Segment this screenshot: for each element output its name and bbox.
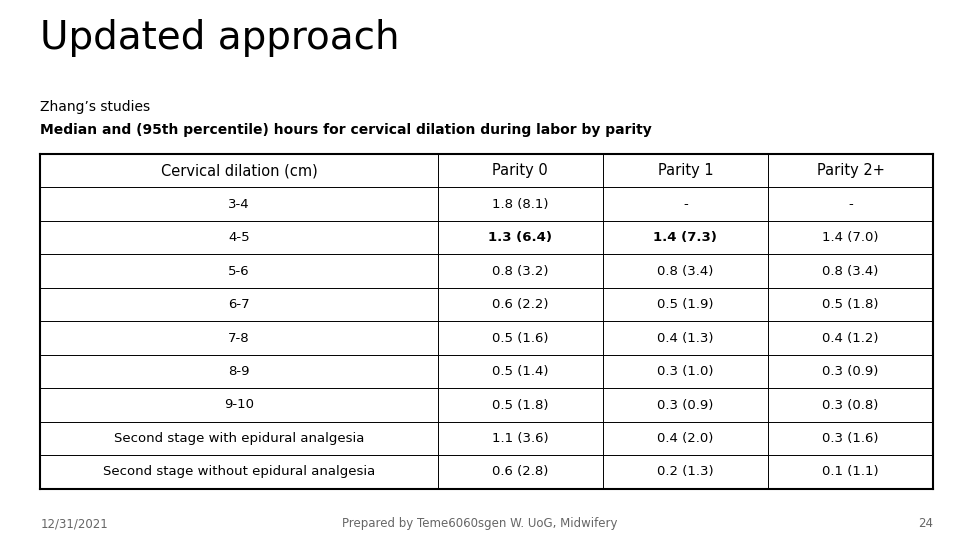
Text: 9-10: 9-10: [224, 399, 254, 411]
Text: 0.4 (1.3): 0.4 (1.3): [657, 332, 713, 345]
Text: Parity 1: Parity 1: [658, 163, 713, 178]
Text: 5-6: 5-6: [228, 265, 250, 278]
Text: 0.4 (2.0): 0.4 (2.0): [658, 432, 713, 445]
Text: 0.3 (0.8): 0.3 (0.8): [823, 399, 878, 411]
Text: 24: 24: [918, 517, 933, 530]
Text: 1.8 (8.1): 1.8 (8.1): [492, 198, 548, 211]
Text: 0.8 (3.4): 0.8 (3.4): [658, 265, 713, 278]
Text: 0.5 (1.6): 0.5 (1.6): [492, 332, 548, 345]
Text: Parity 0: Parity 0: [492, 163, 548, 178]
Text: Second stage with epidural analgesia: Second stage with epidural analgesia: [114, 432, 364, 445]
Text: 8-9: 8-9: [228, 365, 250, 378]
Text: 1.1 (3.6): 1.1 (3.6): [492, 432, 548, 445]
Text: Cervical dilation (cm): Cervical dilation (cm): [160, 163, 318, 178]
Text: 0.5 (1.8): 0.5 (1.8): [492, 399, 548, 411]
Text: -: -: [683, 198, 687, 211]
Text: 0.6 (2.2): 0.6 (2.2): [492, 298, 548, 311]
Text: 7-8: 7-8: [228, 332, 250, 345]
Text: 0.8 (3.4): 0.8 (3.4): [823, 265, 878, 278]
Text: 3-4: 3-4: [228, 198, 250, 211]
Text: 6-7: 6-7: [228, 298, 250, 311]
Text: 0.3 (1.6): 0.3 (1.6): [823, 432, 878, 445]
Text: 0.6 (2.8): 0.6 (2.8): [492, 465, 548, 478]
Text: 0.5 (1.4): 0.5 (1.4): [492, 365, 548, 378]
Text: 4-5: 4-5: [228, 231, 250, 244]
Text: Second stage without epidural analgesia: Second stage without epidural analgesia: [103, 465, 375, 478]
Text: Zhang’s studies: Zhang’s studies: [40, 100, 151, 114]
Text: 12/31/2021: 12/31/2021: [40, 517, 108, 530]
Text: 0.2 (1.3): 0.2 (1.3): [657, 465, 713, 478]
Text: Median and (95th percentile) hours for cervical dilation during labor by parity: Median and (95th percentile) hours for c…: [40, 123, 652, 137]
Text: 0.3 (0.9): 0.3 (0.9): [658, 399, 713, 411]
Text: 1.4 (7.0): 1.4 (7.0): [823, 231, 878, 244]
Text: 1.4 (7.3): 1.4 (7.3): [654, 231, 717, 244]
Text: -: -: [849, 198, 852, 211]
Text: 0.3 (1.0): 0.3 (1.0): [657, 365, 713, 378]
Text: 0.5 (1.8): 0.5 (1.8): [823, 298, 878, 311]
Text: 1.3 (6.4): 1.3 (6.4): [489, 231, 552, 244]
Text: Parity 2+: Parity 2+: [817, 163, 884, 178]
Text: 0.4 (1.2): 0.4 (1.2): [823, 332, 878, 345]
Text: 0.3 (0.9): 0.3 (0.9): [823, 365, 878, 378]
Text: 0.8 (3.2): 0.8 (3.2): [492, 265, 548, 278]
Text: Prepared by Teme6060sgen W. UoG, Midwifery: Prepared by Teme6060sgen W. UoG, Midwife…: [343, 517, 617, 530]
Text: 0.5 (1.9): 0.5 (1.9): [657, 298, 713, 311]
Text: 0.1 (1.1): 0.1 (1.1): [822, 465, 878, 478]
Text: Updated approach: Updated approach: [40, 19, 399, 57]
